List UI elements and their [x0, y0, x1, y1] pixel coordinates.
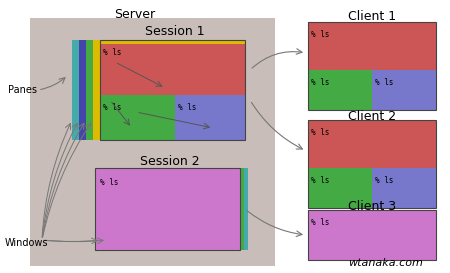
Bar	[100, 40, 245, 95]
Text: Session 1: Session 1	[145, 25, 205, 38]
Bar	[100, 40, 245, 44]
Bar	[30, 18, 275, 266]
Text: wtanaka.com: wtanaka.com	[347, 258, 423, 268]
Bar	[72, 40, 217, 140]
Text: % ls: % ls	[375, 176, 393, 185]
Bar	[308, 22, 436, 110]
Text: % ls: % ls	[103, 103, 122, 112]
Text: % ls: % ls	[311, 128, 329, 137]
Bar	[100, 95, 176, 140]
Bar	[308, 70, 372, 110]
Bar	[100, 40, 245, 140]
Text: % ls: % ls	[311, 78, 329, 87]
Bar	[308, 120, 436, 208]
Bar	[308, 120, 436, 168]
Bar	[93, 40, 238, 140]
Bar	[79, 40, 224, 140]
Text: Windows: Windows	[5, 238, 49, 248]
Bar	[372, 70, 436, 110]
Text: % ls: % ls	[100, 178, 118, 187]
Bar	[99, 168, 244, 250]
Bar	[100, 40, 245, 140]
Bar	[308, 210, 436, 260]
Text: % ls: % ls	[311, 218, 329, 227]
Bar	[86, 40, 231, 140]
Text: Panes: Panes	[8, 85, 37, 95]
Bar	[176, 95, 245, 140]
Bar	[308, 168, 372, 208]
Text: % ls: % ls	[375, 78, 393, 87]
Text: Client 3: Client 3	[348, 200, 396, 213]
Text: % ls: % ls	[311, 30, 329, 39]
Text: % ls: % ls	[311, 176, 329, 185]
Text: Server: Server	[114, 8, 156, 21]
Text: % ls: % ls	[178, 103, 197, 112]
Bar	[308, 22, 436, 70]
Bar	[103, 168, 248, 250]
Bar	[372, 168, 436, 208]
Text: % ls: % ls	[103, 48, 122, 57]
Text: Client 1: Client 1	[348, 10, 396, 23]
Bar	[95, 168, 240, 250]
Text: Client 2: Client 2	[348, 110, 396, 123]
Text: Session 2: Session 2	[140, 155, 200, 168]
